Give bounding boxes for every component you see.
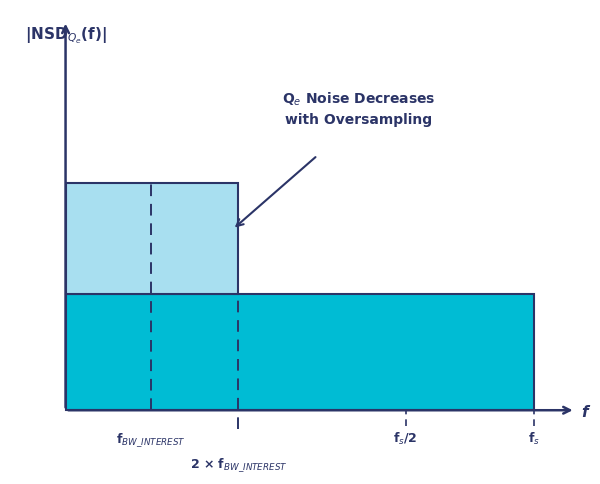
Bar [65,294,535,410]
Text: f$_s$/2: f$_s$/2 [394,431,418,447]
Text: |NSD$_{Q_e}$(f)|: |NSD$_{Q_e}$(f)| [25,26,107,46]
Bar [65,183,238,294]
Text: 2 × f$_{BW\_INTEREST}$: 2 × f$_{BW\_INTEREST}$ [190,456,287,474]
Text: f: f [581,405,588,420]
Text: f$_{BW\_INTEREST}$: f$_{BW\_INTEREST}$ [116,431,185,449]
Text: f$_s$: f$_s$ [529,431,541,447]
Text: Q$_e$ Noise Decreases
with Oversampling: Q$_e$ Noise Decreases with Oversampling [282,91,436,127]
